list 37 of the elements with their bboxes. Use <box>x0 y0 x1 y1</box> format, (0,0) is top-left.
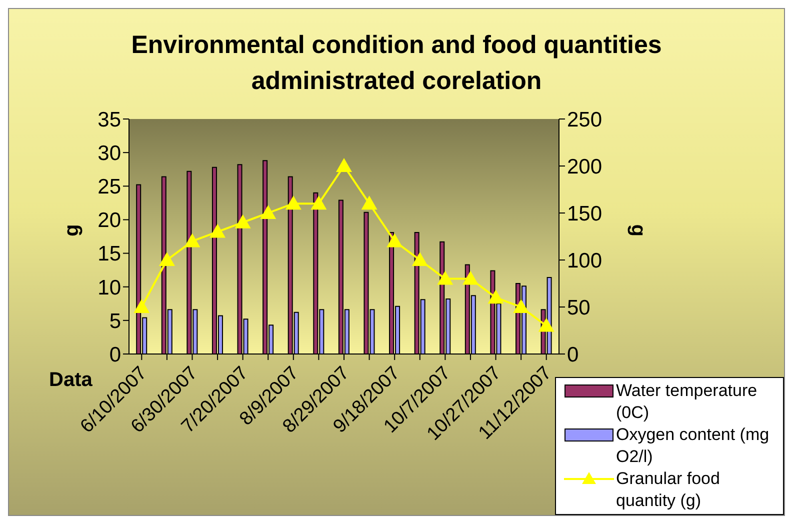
y-axis-title: g <box>61 224 84 236</box>
point <box>336 158 352 172</box>
y-tick-label: 10 <box>98 276 121 300</box>
point <box>260 205 276 219</box>
point <box>361 196 378 210</box>
point <box>158 252 175 266</box>
point <box>462 270 478 285</box>
point <box>437 270 454 285</box>
point <box>285 196 302 210</box>
y2-axis-title: g <box>626 224 649 236</box>
chart-title: Environmental condition and food quantities administrated corelation <box>130 30 663 97</box>
legend-label: Oxygen content (mg O2/l) <box>616 424 770 468</box>
y-tick-label: 35 <box>98 108 121 132</box>
y2-tick-label: 50 <box>567 296 590 320</box>
y-tick-label: 25 <box>98 176 121 199</box>
point <box>412 252 428 266</box>
legend-label: Water temperature (0C) <box>616 380 758 424</box>
point <box>538 318 554 332</box>
point <box>234 214 251 228</box>
y-tick-label: 0 <box>109 343 121 366</box>
y-tick-label: 5 <box>109 310 121 333</box>
point <box>310 196 327 210</box>
point <box>386 233 403 248</box>
point <box>488 290 504 304</box>
y2-tick-label: 100 <box>567 249 602 272</box>
point <box>210 224 226 238</box>
point <box>513 299 530 313</box>
y2-tick-label: 250 <box>567 108 602 132</box>
point <box>134 299 150 313</box>
legend-label: Granular food quantity (g) <box>616 468 721 512</box>
y2-tick-label: 150 <box>567 202 602 226</box>
y-tick-label: 20 <box>98 209 121 232</box>
y2-tick-label: 200 <box>567 155 602 178</box>
y-tick-label: 30 <box>98 142 121 166</box>
y-tick-label: 15 <box>98 242 121 266</box>
y2-tick-label: 0 <box>567 343 579 366</box>
point <box>184 233 200 248</box>
